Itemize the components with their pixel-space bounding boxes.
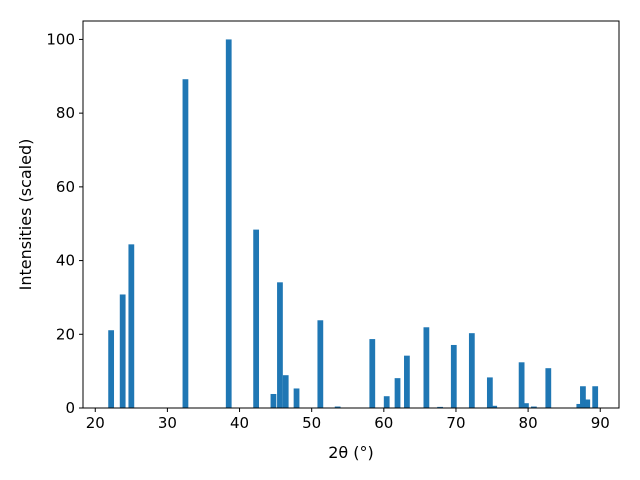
bar [518,362,525,408]
bar [293,388,300,408]
y-tick-label: 60 [56,178,75,196]
bar [404,355,410,408]
x-tick-label: 30 [158,414,177,432]
x-axis-ticks: 20 30 40 50 60 70 80 90 [86,408,610,432]
y-tick-label: 80 [56,104,75,122]
bar [523,403,529,408]
x-tick-label: 40 [230,414,249,432]
bar [277,282,283,408]
x-tick-label: 70 [446,414,465,432]
bar [450,344,457,408]
bar [369,339,376,408]
bar [119,294,126,408]
bar [423,327,430,408]
bar [545,368,552,408]
bar [383,396,390,408]
plot-frame [82,20,620,409]
x-axis-label: 2θ (°) [328,443,374,462]
x-tick-label: 60 [374,414,393,432]
y-tick-label: 20 [56,325,75,343]
bar [437,406,443,408]
bar [530,406,537,408]
y-tick-label: 100 [46,30,75,48]
bars-group [108,39,599,409]
y-tick-label: 0 [65,399,75,417]
bar [491,405,498,408]
bar [584,399,591,408]
bar [108,330,115,408]
y-tick-label: 40 [56,252,75,270]
bar [282,375,289,408]
bar [592,386,599,408]
y-axis-label: Intensities (scaled) [16,139,35,291]
x-tick-label: 80 [519,414,538,432]
bar [394,378,401,408]
bar [486,377,493,408]
bar [253,229,260,408]
bar [317,320,324,408]
x-tick-label: 20 [86,414,105,432]
bar [334,406,341,408]
y-axis-ticks: 0 20 40 60 80 100 [46,30,83,417]
bar [270,393,277,408]
bar [225,39,232,409]
bar [580,386,586,408]
bar [468,333,475,408]
x-tick-label: 90 [591,414,610,432]
bar [182,79,189,408]
bar [128,244,135,408]
x-tick-label: 50 [302,414,321,432]
bar [576,403,583,408]
